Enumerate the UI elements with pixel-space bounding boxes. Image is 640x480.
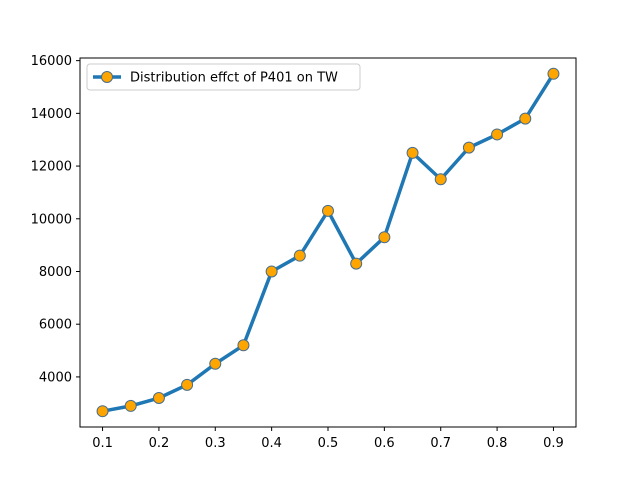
x-tick-label: 0.8 — [487, 436, 508, 451]
y-tick-label: 12000 — [31, 160, 72, 175]
data-point-11 — [406, 146, 419, 159]
y-tick-label: 16000 — [31, 54, 72, 69]
data-point-15 — [519, 112, 532, 125]
x-tick-label: 0.5 — [318, 436, 339, 451]
data-point-14 — [491, 128, 504, 141]
data-point-12 — [434, 173, 447, 186]
data-point-5 — [237, 339, 250, 352]
plot-frame — [79, 57, 577, 428]
x-tick-label: 0.9 — [543, 436, 564, 451]
data-point-9 — [350, 257, 363, 270]
y-tick-label: 10000 — [31, 212, 72, 227]
data-point-13 — [462, 141, 475, 154]
data-point-4 — [209, 357, 222, 370]
legend-label: Distribution effct of P401 on TW — [130, 71, 338, 86]
y-tick-label: 4000 — [39, 370, 72, 385]
data-point-8 — [322, 204, 334, 217]
legend-marker-swatch — [101, 71, 113, 83]
legend: Distribution effct of P401 on TW — [86, 63, 361, 91]
data-point-6 — [265, 265, 278, 278]
y-tick-label: 8000 — [39, 265, 72, 280]
x-tick-label: 0.2 — [149, 436, 170, 451]
axes-layer: 0.1 0.2 0.3 0.4 0.5 0.6 0.7 0.8 0.9 4000 6000 8000 1… — [31, 54, 577, 451]
x-tick-label: 0.6 — [374, 436, 395, 451]
plot-layer — [96, 67, 560, 418]
x-tick-label: 0.7 — [430, 436, 451, 451]
series-line-0 — [100, 72, 556, 413]
data-point-0 — [96, 405, 109, 418]
data-point-1 — [124, 399, 137, 412]
data-point-3 — [181, 378, 194, 391]
data-point-2 — [152, 392, 165, 405]
data-point-7 — [293, 249, 306, 262]
y-tick-label: 6000 — [39, 318, 72, 333]
data-point-10 — [378, 231, 391, 244]
x-tick-label: 0.4 — [261, 436, 282, 451]
legend-box — [86, 63, 361, 91]
x-tick-label: 0.3 — [205, 436, 226, 451]
data-point-16 — [547, 67, 560, 80]
y-tick-label: 14000 — [31, 107, 72, 122]
x-tick-label: 0.1 — [92, 436, 113, 451]
